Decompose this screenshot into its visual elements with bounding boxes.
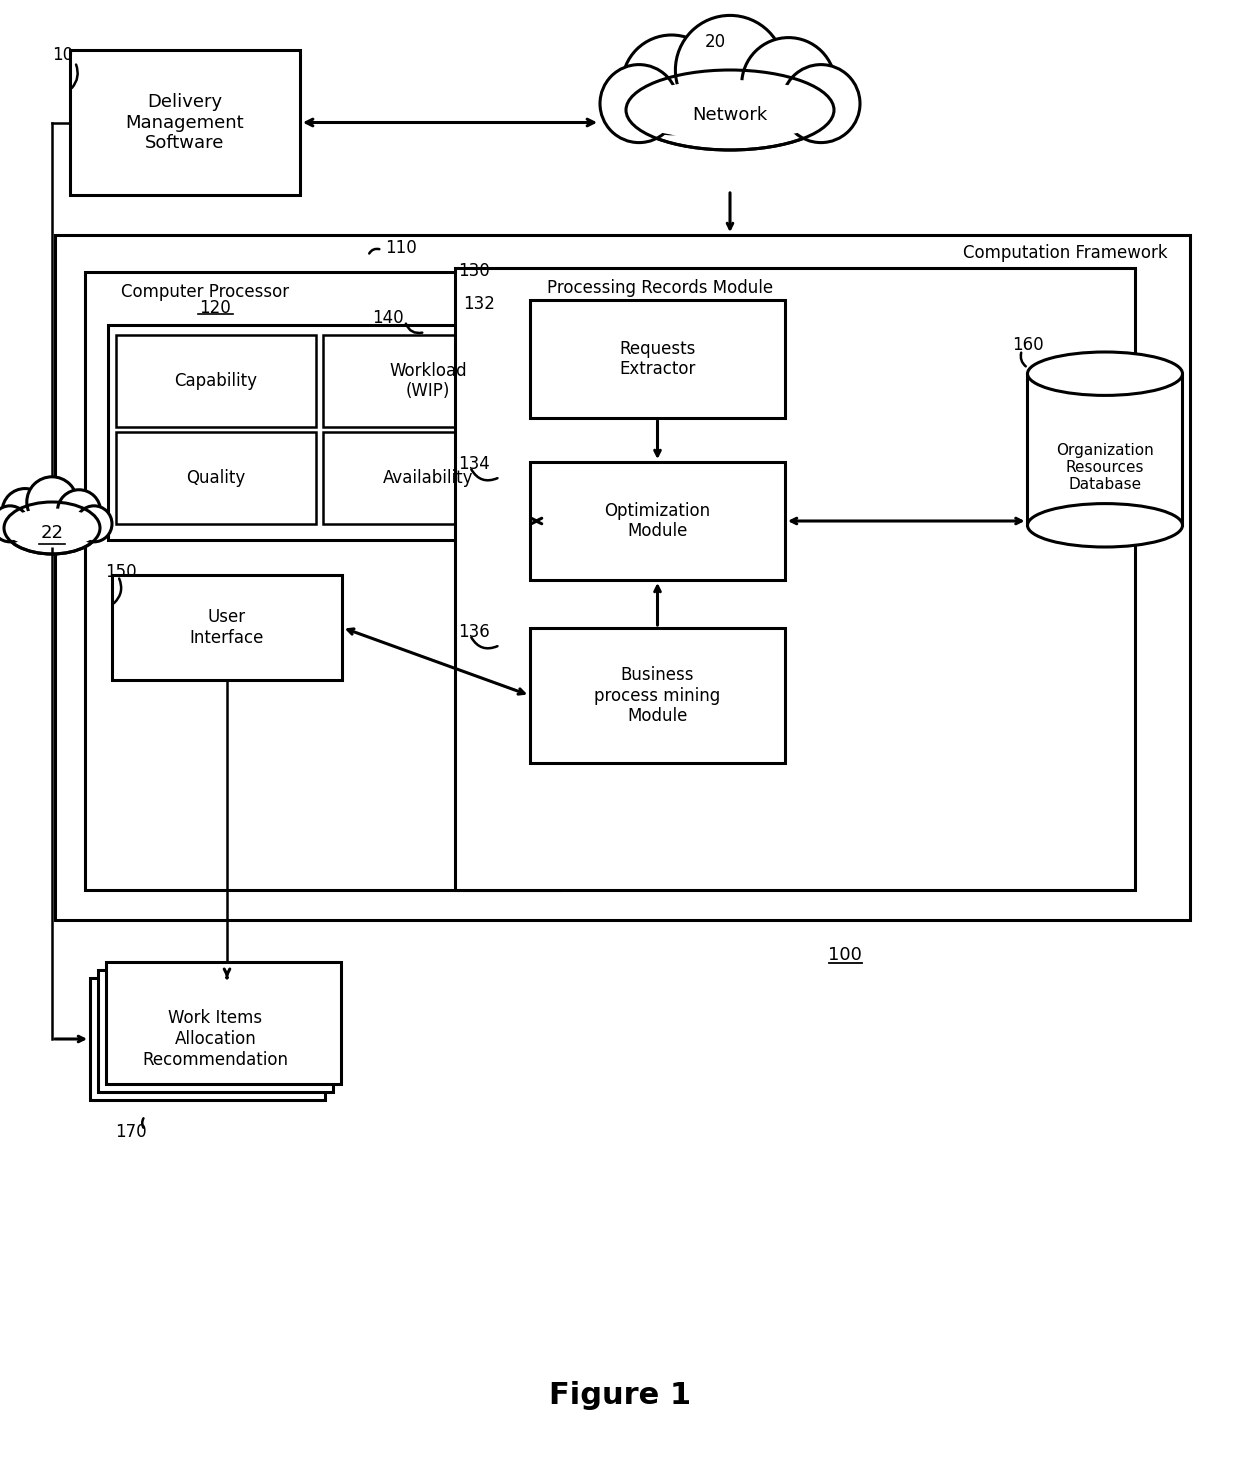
Text: 150: 150 (105, 562, 136, 582)
Circle shape (0, 506, 29, 542)
Text: 136: 136 (458, 623, 490, 641)
Text: Work Items
Allocation
Recommendation: Work Items Allocation Recommendation (143, 1009, 289, 1069)
Circle shape (2, 488, 48, 534)
Text: 130: 130 (458, 262, 490, 280)
Circle shape (622, 36, 720, 133)
Text: 134: 134 (458, 454, 490, 474)
Text: 100: 100 (828, 946, 862, 963)
Text: 20: 20 (704, 33, 725, 50)
Ellipse shape (626, 70, 835, 149)
Bar (117, 432, 316, 524)
Circle shape (76, 506, 112, 542)
Text: 120: 120 (200, 299, 231, 317)
Text: Processing Records Module: Processing Records Module (547, 280, 773, 297)
Text: 160: 160 (1012, 336, 1044, 354)
Bar (322, 432, 533, 524)
Circle shape (676, 15, 785, 124)
Text: Capability: Capability (175, 371, 258, 391)
Bar (91, 978, 325, 1100)
Text: 22: 22 (41, 524, 63, 542)
Bar (117, 334, 316, 428)
Ellipse shape (1028, 352, 1183, 395)
Bar (105, 962, 341, 1083)
Text: Quality: Quality (186, 469, 246, 487)
Circle shape (600, 65, 678, 142)
Text: Delivery
Management
Software: Delivery Management Software (125, 93, 244, 152)
Text: 10: 10 (52, 46, 73, 64)
Bar (529, 300, 785, 417)
Bar (55, 235, 1190, 921)
Text: 110: 110 (384, 238, 417, 258)
Text: Organization
Resources
Database: Organization Resources Database (1056, 443, 1154, 493)
Text: 170: 170 (115, 1123, 146, 1141)
Text: User
Interface: User Interface (190, 608, 264, 647)
Bar (455, 268, 1135, 889)
Bar (86, 272, 560, 889)
Circle shape (27, 477, 77, 527)
Text: Optimization
Module: Optimization Module (604, 502, 711, 540)
Ellipse shape (1028, 503, 1183, 548)
Bar (108, 326, 543, 540)
Circle shape (57, 490, 100, 533)
Bar (98, 969, 334, 1092)
Bar (112, 576, 342, 679)
Text: Business
process mining
Module: Business process mining Module (594, 666, 720, 725)
Text: 132: 132 (463, 295, 495, 312)
Text: Availability: Availability (383, 469, 474, 487)
Bar (529, 462, 785, 580)
Bar (1028, 374, 1183, 525)
Bar (529, 628, 785, 764)
Text: Workload
(WIP): Workload (WIP) (389, 361, 466, 401)
Text: Requests
Extractor: Requests Extractor (619, 339, 696, 379)
Text: Figure 1: Figure 1 (549, 1381, 691, 1409)
Bar (69, 50, 300, 195)
Text: Computer Processor: Computer Processor (122, 283, 289, 300)
Ellipse shape (4, 509, 100, 548)
Text: 140: 140 (372, 309, 404, 327)
Ellipse shape (4, 502, 100, 554)
Text: Computation Framework: Computation Framework (962, 244, 1167, 262)
Bar (322, 334, 533, 428)
Circle shape (782, 65, 861, 142)
Circle shape (742, 37, 836, 132)
Ellipse shape (626, 80, 835, 141)
Text: Network: Network (692, 107, 768, 124)
